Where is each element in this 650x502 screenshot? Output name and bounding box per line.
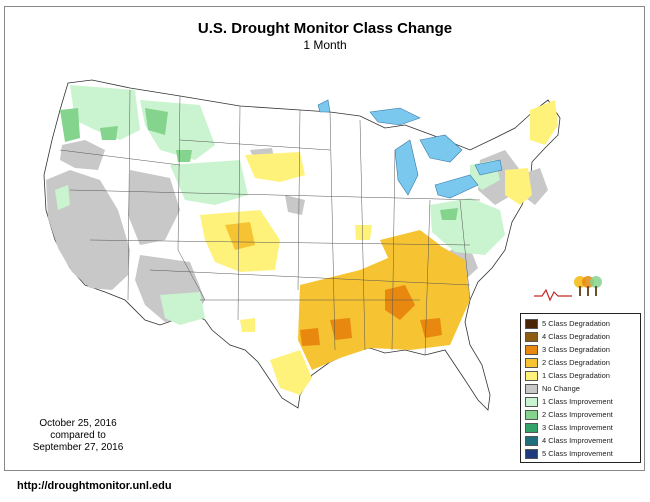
legend-swatch bbox=[525, 448, 538, 459]
legend-swatch bbox=[525, 318, 538, 329]
legend-item: 1 Class Degradation bbox=[525, 369, 640, 382]
legend-label: 2 Class Degradation bbox=[542, 358, 610, 367]
legend-item: No Change bbox=[525, 382, 640, 395]
legend-swatch bbox=[525, 422, 538, 433]
legend: 5 Class Degradation 4 Class Degradation 3 … bbox=[520, 313, 641, 463]
legend-swatch bbox=[525, 396, 538, 407]
ndmc-logo bbox=[534, 276, 602, 302]
legend-swatch bbox=[525, 344, 538, 355]
date-current: October 25, 2016 bbox=[39, 418, 117, 429]
legend-label: 3 Class Degradation bbox=[542, 345, 610, 354]
date-comparison: October 25, 2016 compared to September 2… bbox=[18, 418, 138, 454]
date-compared-to: compared to bbox=[50, 430, 106, 441]
legend-item: 5 Class Degradation bbox=[525, 317, 640, 330]
legend-swatch bbox=[525, 435, 538, 446]
legend-item: 3 Class Improvement bbox=[525, 421, 640, 434]
legend-label: 1 Class Improvement bbox=[542, 397, 613, 406]
legend-swatch bbox=[525, 383, 538, 394]
legend-item: 1 Class Improvement bbox=[525, 395, 640, 408]
legend-label: No Change bbox=[542, 384, 580, 393]
date-previous: September 27, 2016 bbox=[32, 442, 124, 453]
legend-item: 3 Class Degradation bbox=[525, 343, 640, 356]
legend-item: 4 Class Degradation bbox=[525, 330, 640, 343]
great-lakes bbox=[317, 99, 503, 199]
legend-label: 5 Class Improvement bbox=[542, 449, 613, 458]
legend-item: 4 Class Improvement bbox=[525, 434, 640, 447]
legend-swatch bbox=[525, 357, 538, 368]
source-url[interactable]: http://droughtmonitor.unl.edu bbox=[17, 480, 172, 492]
legend-label: 1 Class Degradation bbox=[542, 371, 610, 380]
legend-label: 5 Class Degradation bbox=[542, 319, 610, 328]
legend-item: 2 Class Degradation bbox=[525, 356, 640, 369]
legend-label: 4 Class Degradation bbox=[542, 332, 610, 341]
legend-swatch bbox=[525, 370, 538, 381]
legend-label: 3 Class Improvement bbox=[542, 423, 613, 432]
legend-item: 2 Class Improvement bbox=[525, 408, 640, 421]
legend-swatch bbox=[525, 409, 538, 420]
state-boundaries bbox=[59, 89, 481, 356]
legend-swatch bbox=[525, 331, 538, 342]
map-subtitle: 1 Month bbox=[303, 38, 347, 52]
legend-label: 2 Class Improvement bbox=[542, 410, 613, 419]
legend-label: 4 Class Improvement bbox=[542, 436, 613, 445]
legend-item: 5 Class Improvement bbox=[525, 447, 640, 460]
map-title: U.S. Drought Monitor Class Change bbox=[197, 20, 453, 37]
one-class-improvement-areas bbox=[55, 85, 505, 325]
two-class-improvement-areas bbox=[60, 108, 458, 220]
